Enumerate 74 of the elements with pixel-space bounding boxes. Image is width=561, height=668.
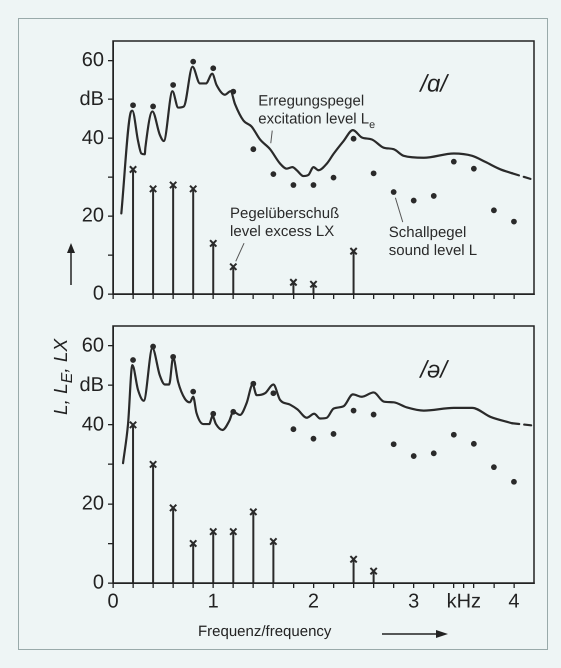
point	[370, 412, 377, 418]
y-tick-label: 20	[82, 204, 104, 227]
series-label: Schallpegel sound level L	[388, 224, 478, 260]
point	[450, 432, 457, 438]
point	[430, 450, 437, 456]
point	[270, 171, 276, 178]
point	[491, 464, 497, 470]
point	[229, 527, 238, 536]
point	[148, 184, 158, 194]
point	[168, 180, 178, 190]
point	[310, 182, 316, 188]
point	[170, 82, 176, 88]
point	[189, 539, 198, 548]
point	[128, 165, 138, 174]
point	[390, 441, 397, 448]
point	[511, 478, 517, 485]
point	[190, 58, 196, 65]
point	[310, 436, 316, 442]
text: /ə/	[418, 356, 450, 384]
point	[330, 431, 336, 437]
point	[350, 408, 356, 414]
point	[210, 65, 216, 72]
point	[430, 193, 437, 199]
point	[290, 182, 296, 188]
point	[130, 357, 136, 363]
y-tick-label: dB	[80, 374, 104, 396]
point	[491, 207, 497, 214]
x-tick-label: 3	[408, 590, 420, 613]
point	[410, 453, 417, 459]
point	[190, 388, 196, 395]
point	[148, 460, 158, 469]
point	[249, 508, 258, 516]
point	[349, 555, 358, 564]
y-tick-label: dB	[80, 88, 104, 110]
point	[209, 239, 218, 248]
point	[189, 184, 198, 194]
x-axis-title: Frequenz/frequency	[198, 623, 332, 640]
x-tick-label: kHz	[446, 590, 482, 613]
series-label: Pegelüberschuß level excess LX	[230, 205, 340, 240]
text: /ɑ/	[418, 70, 450, 98]
y-tick-label: 40	[82, 126, 104, 149]
y-tick-label: 40	[82, 413, 104, 436]
x-tick-label: 2	[308, 590, 320, 613]
point	[470, 440, 477, 447]
y-tick-label: 60	[82, 48, 104, 71]
point	[168, 504, 178, 512]
point	[410, 198, 417, 204]
point	[450, 158, 457, 165]
x-tick-label: 0	[107, 590, 119, 613]
point	[209, 527, 218, 536]
point	[511, 218, 517, 225]
point	[309, 280, 318, 288]
point	[330, 174, 336, 181]
point	[369, 566, 378, 576]
point	[350, 136, 356, 142]
point	[390, 189, 397, 195]
point	[229, 262, 238, 271]
x-tick-label: 1	[208, 590, 219, 613]
x-tick-label: 4	[508, 590, 520, 613]
point	[470, 166, 477, 172]
y-tick-label: 0	[92, 282, 104, 305]
point	[130, 102, 136, 108]
point	[370, 170, 377, 176]
point	[289, 278, 298, 287]
point	[269, 537, 278, 546]
point	[270, 390, 276, 396]
point	[349, 247, 358, 256]
y-tick-label: 60	[82, 334, 104, 356]
y-tick-label: 0	[92, 572, 104, 594]
point	[290, 426, 296, 432]
point	[150, 103, 156, 110]
point	[250, 146, 256, 152]
point	[128, 420, 138, 430]
y-tick-label: 20	[82, 492, 104, 514]
